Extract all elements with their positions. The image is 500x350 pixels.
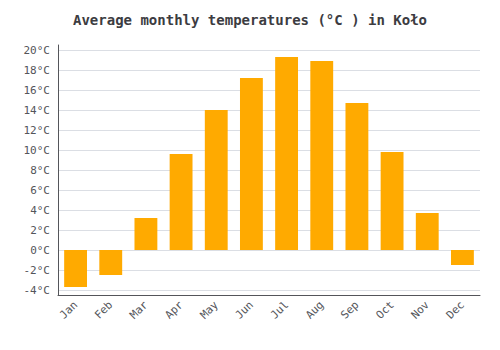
svg-text:May: May — [198, 298, 221, 321]
svg-text:16°C: 16°C — [24, 84, 51, 97]
svg-text:14°C: 14°C — [24, 104, 51, 117]
svg-text:Apr: Apr — [162, 298, 185, 321]
svg-text:12°C: 12°C — [24, 124, 51, 137]
svg-text:Jan: Jan — [57, 298, 80, 321]
svg-text:Feb: Feb — [92, 298, 115, 321]
svg-text:Oct: Oct — [373, 298, 396, 321]
svg-text:2°C: 2°C — [30, 224, 50, 237]
svg-text:Jul: Jul — [268, 298, 291, 321]
svg-text:Sep: Sep — [338, 298, 361, 321]
svg-text:18°C: 18°C — [24, 64, 51, 77]
svg-text:-4°C: -4°C — [24, 284, 51, 297]
svg-text:Nov: Nov — [409, 298, 432, 321]
svg-text:-2°C: -2°C — [24, 264, 51, 277]
svg-text:0°C: 0°C — [30, 244, 50, 257]
svg-text:20°C: 20°C — [24, 44, 51, 57]
svg-text:10°C: 10°C — [24, 144, 51, 157]
svg-text:Jun: Jun — [233, 298, 256, 321]
svg-text:Average monthly temperatures (: Average monthly temperatures (°C ) in Ko… — [73, 12, 427, 28]
svg-text:6°C: 6°C — [30, 184, 50, 197]
svg-text:Aug: Aug — [303, 298, 326, 321]
svg-text:Mar: Mar — [127, 298, 150, 321]
svg-text:8°C: 8°C — [30, 164, 50, 177]
svg-text:Dec: Dec — [444, 298, 467, 321]
svg-text:4°C: 4°C — [30, 204, 50, 217]
